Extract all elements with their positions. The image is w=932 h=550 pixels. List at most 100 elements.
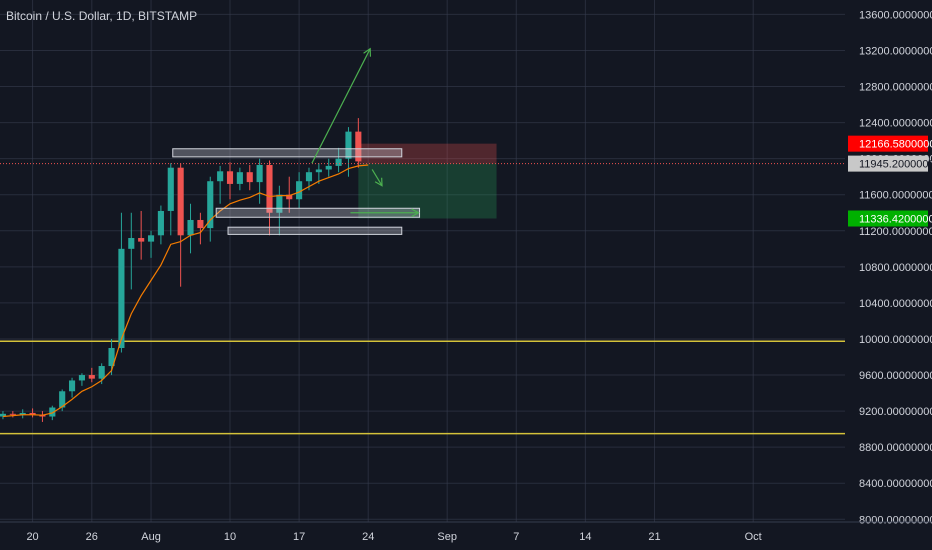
y-tick-label: 9200.00000000	[859, 406, 932, 418]
candle-body	[98, 366, 105, 379]
candlestick	[167, 163, 174, 236]
price-label: 12166.58000000	[848, 135, 932, 152]
y-tick-label: 8000.00000000	[859, 514, 932, 526]
x-tick-label: 26	[86, 531, 98, 543]
candle-body	[325, 165, 332, 170]
y-tick-label: 13200.00000000	[859, 45, 932, 57]
candle-body	[78, 375, 85, 381]
candlestick	[217, 165, 224, 204]
take-profit-zone	[358, 163, 497, 219]
candle-body	[118, 248, 125, 348]
candlestick	[226, 162, 234, 200]
candle-body	[246, 172, 253, 183]
candle-body	[296, 181, 303, 200]
price-label-text: 12166.58000000	[859, 139, 932, 151]
candle-body	[108, 348, 115, 367]
arrow-head	[411, 208, 420, 218]
candle-body	[157, 210, 164, 236]
candlestick	[266, 160, 273, 236]
candlestick	[78, 373, 85, 386]
candle-body	[187, 219, 194, 236]
price-axis-panel	[845, 0, 932, 550]
candle-body	[9, 413, 16, 415]
arrow-head	[363, 47, 372, 57]
y-tick-label: 9600.00000000	[859, 370, 932, 382]
candle-body	[138, 238, 145, 242]
y-tick-label: 11600.00000000	[859, 190, 932, 202]
y-tick-label: 12400.00000000	[859, 118, 932, 130]
candle-body	[355, 131, 362, 162]
x-tick-label: Aug	[141, 531, 161, 543]
x-tick-label: 17	[293, 531, 305, 543]
price-label-text: 11945.20000000	[859, 159, 932, 171]
candlestick	[0, 411, 7, 420]
candlestick	[9, 411, 16, 418]
y-tick-label: 13600.00000000	[859, 9, 932, 21]
candlestick	[187, 203, 194, 254]
candle-body	[226, 171, 234, 184]
x-tick-label: 21	[648, 531, 660, 543]
y-tick-label: 8800.00000000	[859, 442, 932, 454]
x-tick-label: 20	[26, 531, 38, 543]
candlestick	[138, 210, 145, 260]
candlestick	[29, 408, 36, 418]
candlestick	[88, 367, 95, 383]
candle-body	[177, 167, 184, 236]
x-tick-label: 14	[579, 531, 591, 543]
moving-average-line	[2, 164, 369, 418]
candle-body	[128, 238, 135, 249]
trend-arrow	[371, 169, 383, 187]
candle-body	[217, 171, 224, 182]
y-tick-label: 8400.00000000	[859, 478, 932, 490]
price-label-background	[848, 210, 928, 227]
candle-body	[236, 172, 243, 184]
trend-arrow	[311, 47, 372, 164]
candle-body	[335, 158, 342, 166]
y-tick-label: 11200.00000000	[859, 226, 932, 238]
candle-body	[69, 380, 76, 392]
candle-body	[256, 164, 263, 183]
chart-title: Bitcoin / U.S. Dollar, 1D, BITSTAMP	[6, 9, 198, 23]
candlestick	[256, 158, 263, 204]
candlestick	[296, 172, 303, 209]
candle-body	[276, 194, 283, 213]
candle-body	[59, 391, 66, 408]
range-box	[227, 226, 403, 235]
price-label-background	[848, 155, 928, 172]
candlestick	[325, 158, 332, 177]
candlestick	[69, 377, 76, 398]
x-tick-label: 24	[362, 531, 374, 543]
candlestick	[59, 389, 66, 412]
candlestick	[19, 409, 26, 419]
candle-body	[49, 407, 56, 417]
x-tick-label: 10	[224, 531, 236, 543]
candle-body	[147, 235, 155, 242]
y-tick-label: 10800.00000000	[859, 262, 932, 274]
candle-body	[305, 172, 313, 182]
candlestick	[197, 212, 204, 245]
candlestick	[147, 230, 155, 258]
arrow-head	[374, 177, 383, 187]
candlestick	[355, 118, 362, 168]
price-label-background	[848, 135, 928, 152]
x-tick-label: Oct	[745, 531, 762, 543]
candlestick	[246, 164, 253, 191]
y-tick-label: 10000.00000000	[859, 334, 932, 346]
candle-body	[19, 412, 26, 415]
candle-body	[345, 131, 352, 159]
candle-body	[266, 164, 273, 213]
candlestick	[286, 176, 293, 213]
candlestick	[177, 163, 184, 287]
candlestick	[207, 176, 214, 242]
candle-body	[167, 167, 174, 211]
arrow-shaft	[371, 169, 383, 187]
candlestick	[236, 167, 243, 191]
candle-body	[197, 219, 204, 229]
y-tick-label: 10400.00000000	[859, 298, 932, 310]
price-label-text: 11336.42000000	[859, 213, 932, 225]
candle-body	[0, 413, 7, 417]
price-label: 11336.42000000	[848, 210, 932, 227]
candle-body	[286, 194, 293, 200]
